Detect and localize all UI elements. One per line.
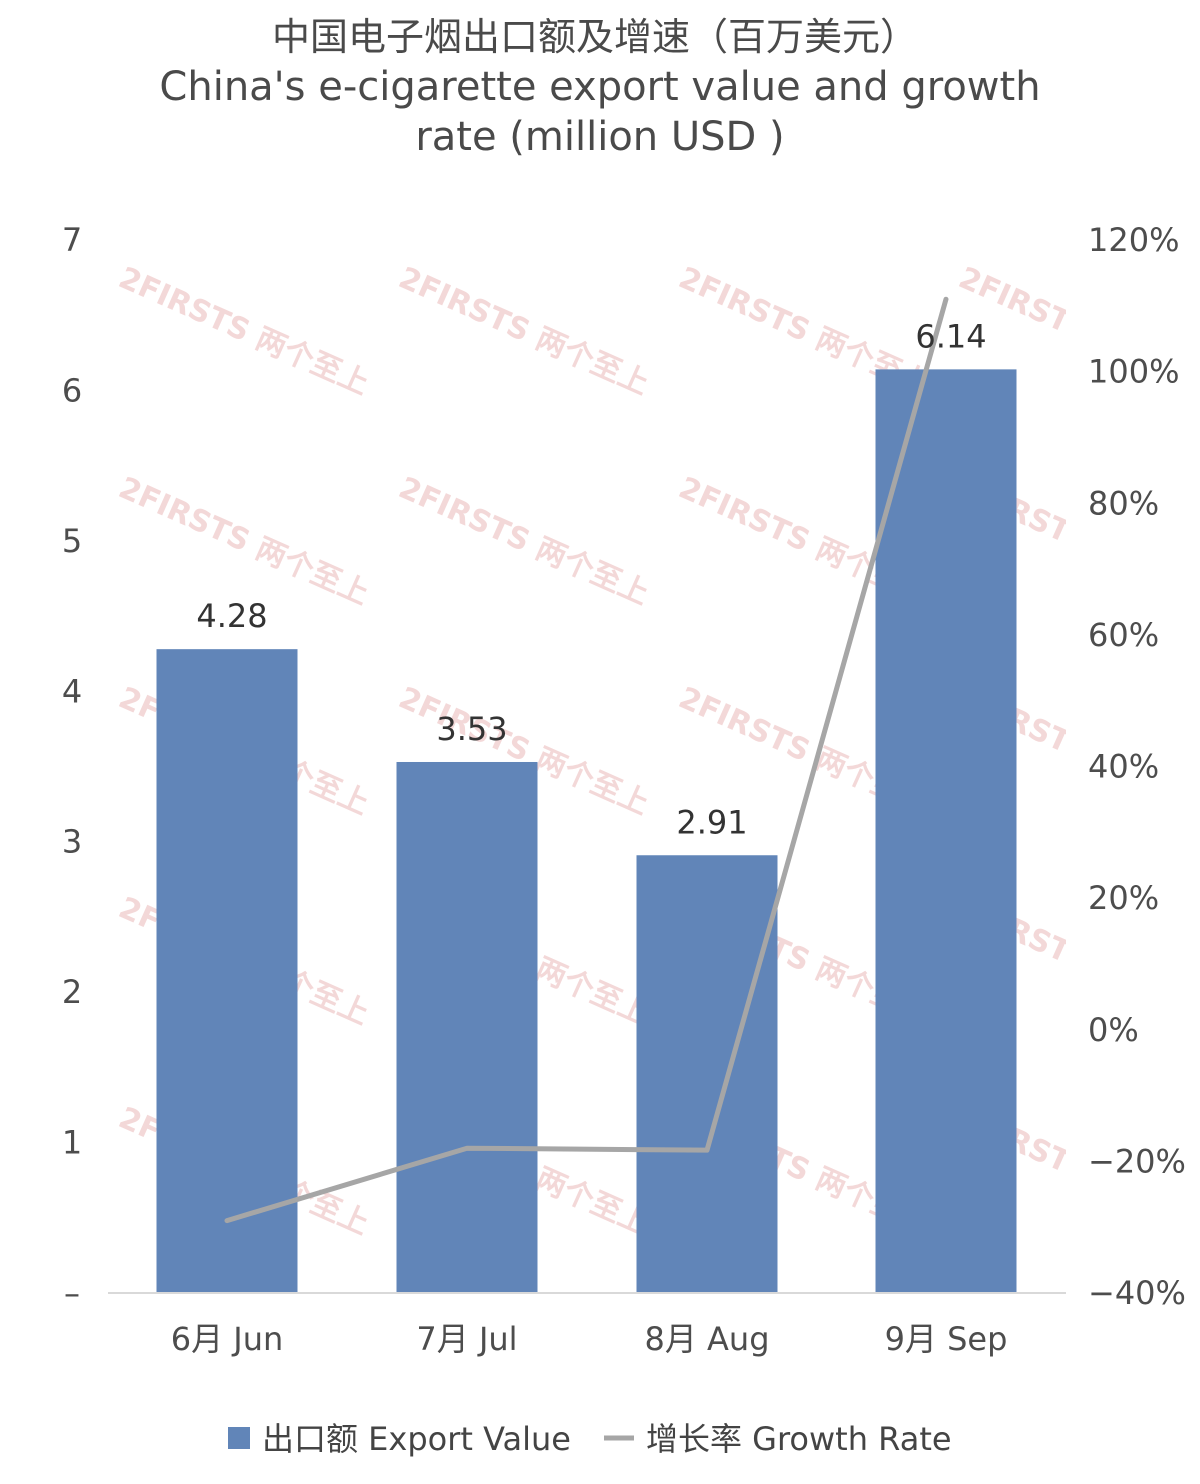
- bar-data-label: 3.53: [436, 710, 507, 748]
- left-axis-tick-label: 3: [62, 823, 82, 861]
- bar-data-label: 6.14: [915, 317, 986, 355]
- legend: 出口额 Export Value 增长率 Growth Rate: [228, 1420, 952, 1458]
- right-axis-tick-label: 80%: [1088, 484, 1159, 522]
- right-axis-ticks: −40% −20% 0% 20% 40% 60% 80% 100% 120%: [1088, 221, 1186, 1312]
- chart-title-line-1: 中国电子烟出口额及增速（百万美元）: [272, 15, 918, 59]
- left-axis-tick-label: 7: [62, 221, 82, 259]
- watermark-text: 2FIRSTS 两个至上: [394, 470, 655, 612]
- bar-data-label: 2.91: [676, 803, 747, 841]
- x-axis-tick-label: 6月 Jun: [171, 1320, 284, 1358]
- right-axis-tick-label: −40%: [1088, 1274, 1186, 1312]
- x-axis-tick-label: 7月 Jul: [416, 1320, 517, 1358]
- left-axis-ticks: – 1 2 3 4 5 6 7: [62, 221, 82, 1312]
- bar-export-value: [875, 369, 1017, 1294]
- legend-swatch-export-value: [228, 1427, 250, 1449]
- bar-export-value: [156, 649, 298, 1293]
- left-axis-tick-label: 1: [62, 1124, 82, 1162]
- right-axis-tick-label: 100%: [1088, 353, 1179, 391]
- chart-title-line-2: China's e-cigarette export value and gro…: [159, 64, 1040, 110]
- bar-export-value: [396, 761, 538, 1293]
- right-axis-tick-label: 40%: [1088, 748, 1159, 786]
- x-axis-ticks: 6月 Jun 7月 Jul 8月 Aug 9月 Sep: [171, 1320, 1008, 1358]
- growth-rate-line: [224, 296, 949, 1224]
- chart-title-line-3: rate (million USD ): [415, 114, 784, 160]
- right-axis-tick-label: 20%: [1088, 879, 1159, 917]
- left-axis-tick-label: 4: [62, 672, 82, 710]
- data-labels: 4.28 3.53 2.91 6.14: [196, 317, 986, 841]
- right-axis-tick-label: 0%: [1088, 1011, 1139, 1049]
- left-axis-tick-label: 2: [62, 973, 82, 1011]
- left-axis-tick-label: 6: [62, 371, 82, 409]
- left-axis-tick-label: –: [64, 1274, 80, 1312]
- left-axis-tick-label: 5: [62, 522, 82, 560]
- right-axis-tick-label: 60%: [1088, 616, 1159, 654]
- x-axis-tick-label: 8月 Aug: [644, 1320, 769, 1358]
- bar-export-value: [636, 855, 778, 1293]
- right-axis-tick-label: −20%: [1088, 1142, 1186, 1180]
- x-axis-tick-label: 9月 Sep: [885, 1320, 1008, 1358]
- legend-label-growth-rate: 增长率 Growth Rate: [646, 1420, 952, 1458]
- watermark-text: 2FIRSTS 两个至上: [114, 470, 375, 612]
- watermark-text: 2FIRSTS 两个至上: [114, 260, 375, 402]
- bar-data-label: 4.28: [196, 597, 267, 635]
- watermark-text: 2FIRSTS 两个至上: [394, 260, 655, 402]
- bar-series: [156, 369, 1017, 1294]
- legend-label-export-value: 出口额 Export Value: [262, 1420, 571, 1458]
- right-axis-tick-label: 120%: [1088, 221, 1179, 259]
